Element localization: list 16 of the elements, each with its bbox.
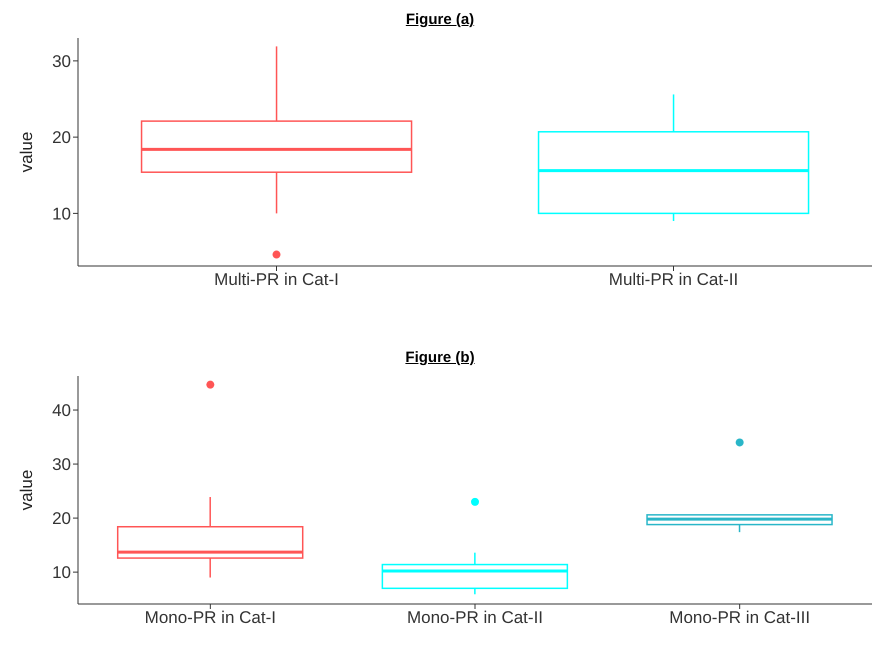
x-tick-label: Mono-PR in Cat-III	[669, 608, 810, 628]
y-axis-title: value	[17, 132, 36, 172]
y-axis-title: value	[17, 470, 36, 510]
y-tick-label: 30	[52, 52, 71, 71]
y-tick-label: 40	[52, 401, 71, 420]
x-tick-label: Multi-PR in Cat-I	[214, 270, 339, 290]
chart-title: Figure (b)	[404, 348, 476, 368]
y-tick-label: 20	[52, 509, 71, 528]
x-tick-label: Multi-PR in Cat-II	[608, 270, 738, 290]
x-tick-label: Mono-PR in Cat-I	[144, 608, 276, 628]
y-tick-label: 20	[52, 128, 71, 148]
x-tick-label: Mono-PR in Cat-II	[406, 608, 544, 628]
chart-title: Figure (a)	[404, 10, 476, 30]
y-tick-label: 30	[52, 455, 71, 474]
y-tick-label: 10	[52, 204, 71, 224]
y-tick-label: 10	[52, 563, 71, 582]
